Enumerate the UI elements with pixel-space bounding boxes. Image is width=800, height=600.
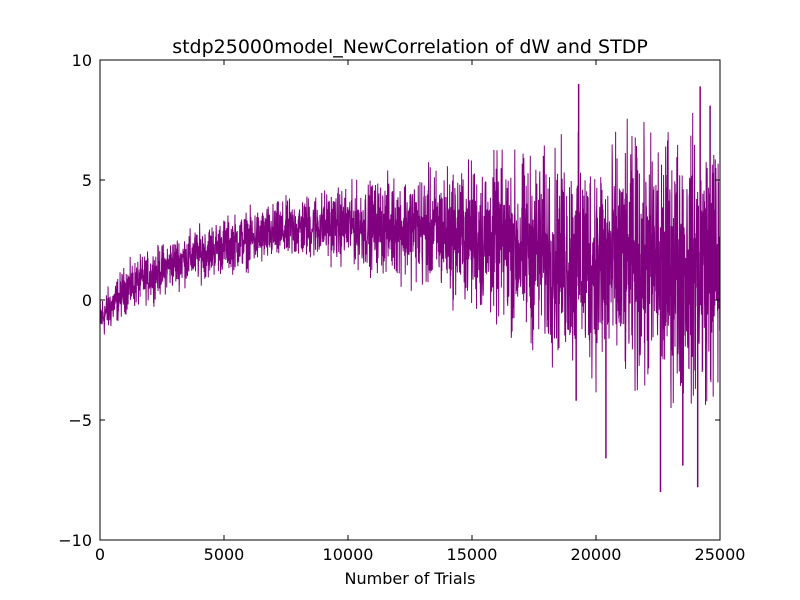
series-layer [100, 84, 720, 492]
x-tick-label: 15000 [447, 545, 498, 564]
plot-area [100, 84, 720, 492]
y-tick-label: 10 [72, 51, 92, 70]
y-tick-label: 0 [82, 291, 92, 310]
x-tick-label: 5000 [204, 545, 245, 564]
x-tick-label: 10000 [323, 545, 374, 564]
y-tick-label: 5 [82, 171, 92, 190]
y-tick-label: −10 [58, 531, 92, 550]
chart-title: stdp25000model_NewCorrelation of dW and … [172, 36, 648, 58]
series-line [100, 112, 720, 408]
x-tick-label: 0 [95, 545, 105, 564]
ticks-layer: 0 5000 10000 15000 20000 25000 −10 −5 0 5 10 [58, 51, 745, 564]
x-tick-label: 20000 [571, 545, 622, 564]
y-tick-label: −5 [68, 411, 92, 430]
x-axis-label: Number of Trials [345, 569, 476, 588]
x-tick-label: 25000 [695, 545, 746, 564]
